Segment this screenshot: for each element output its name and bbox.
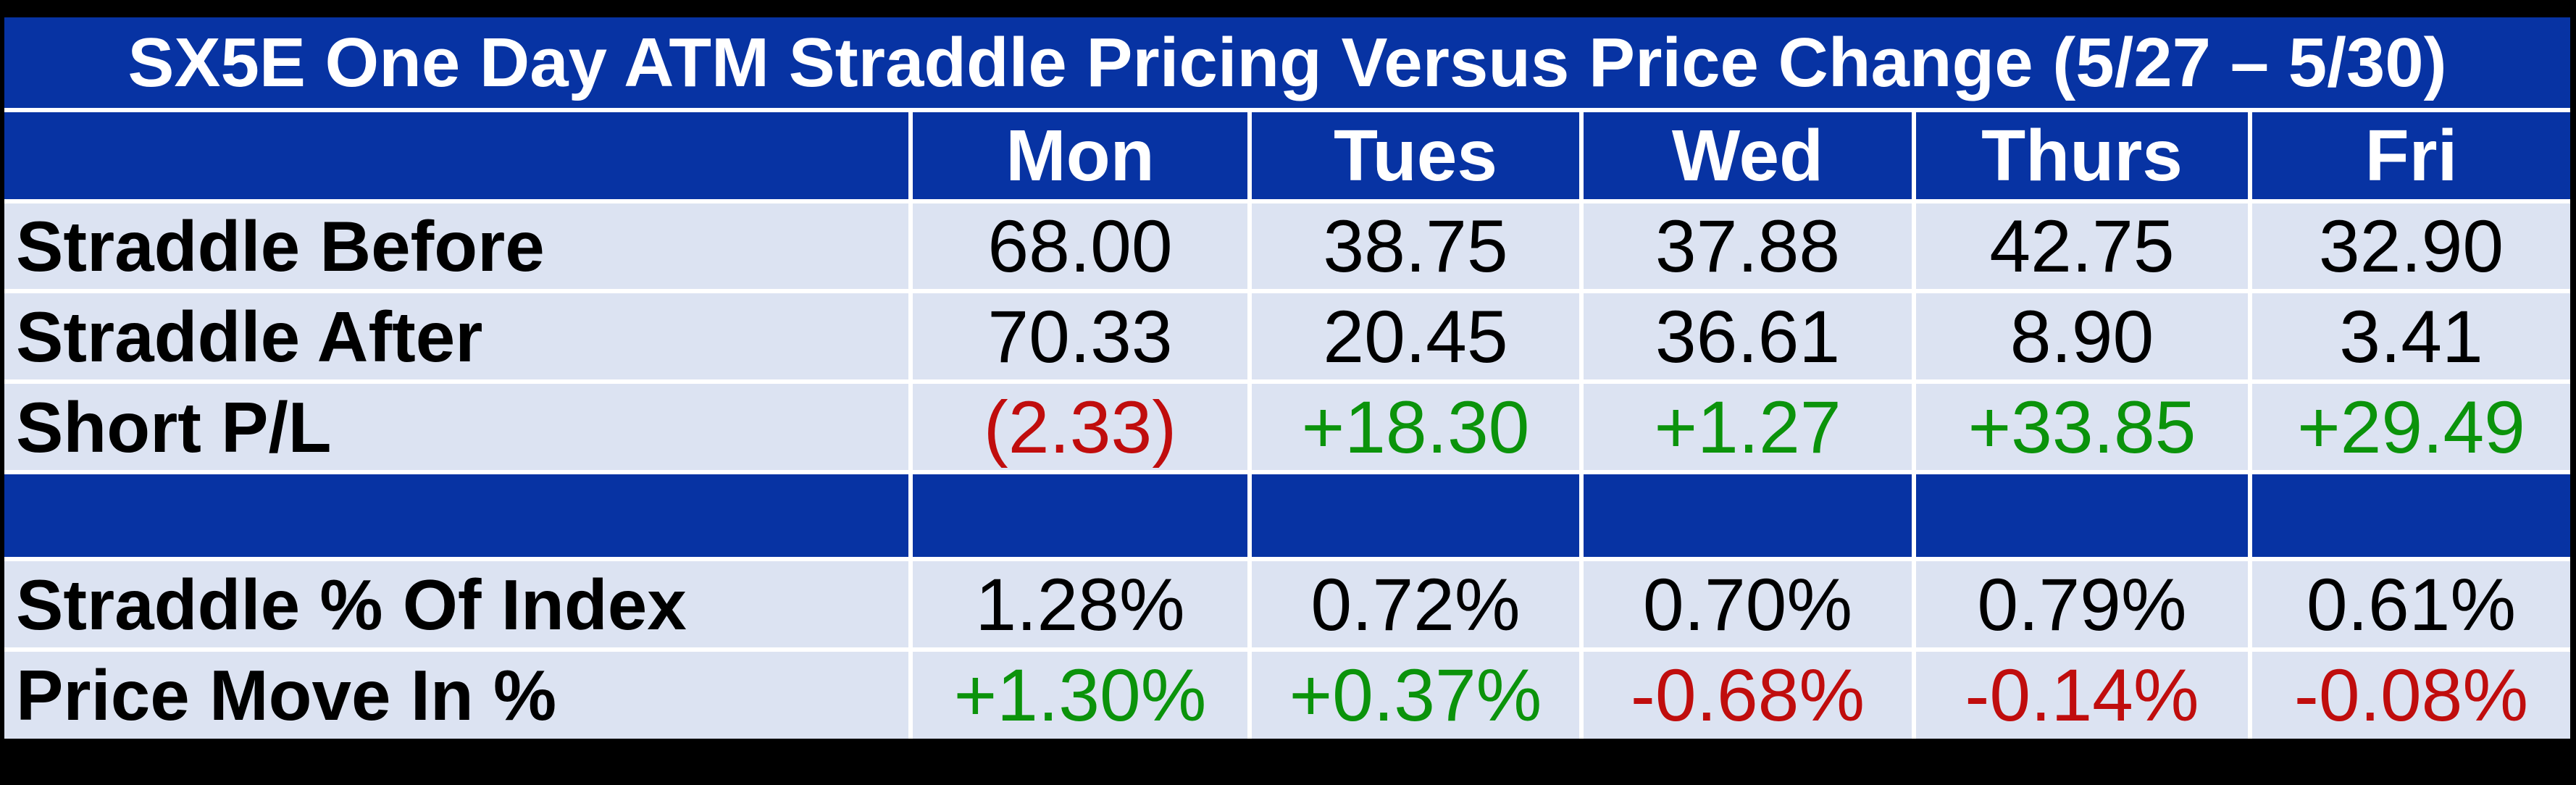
- price-move-mon-value: +1.30%: [913, 652, 1247, 739]
- short-pl-thurs-value: +33.85: [1916, 384, 2248, 470]
- straddle-after-wed-value: 36.61: [1584, 293, 1912, 379]
- col-header-thurs: Thurs: [1916, 112, 2248, 199]
- price-move-thurs-value: -0.14%: [1916, 652, 2248, 739]
- row-label-short-pl: Short P/L: [4, 384, 908, 470]
- straddle-pct-fri-value: 0.61%: [2252, 561, 2570, 647]
- straddle-pct-mon-value: 1.28%: [913, 561, 1247, 647]
- separator-cell-label: [4, 474, 908, 557]
- straddle-after-mon-value: 70.33: [913, 293, 1247, 379]
- separator-cell-fri: [2252, 474, 2570, 557]
- separator-cell-thurs: [1916, 474, 2248, 557]
- col-header-tues: Tues: [1252, 112, 1579, 199]
- price-move-wed-value: -0.68%: [1584, 652, 1912, 739]
- col-header-wed: Wed: [1584, 112, 1912, 199]
- col-header-fri: Fri: [2252, 112, 2570, 199]
- straddle-before-tues-value: 38.75: [1252, 203, 1579, 289]
- separator-cell-tues: [1252, 474, 1579, 557]
- corner-cell: [4, 112, 908, 199]
- short-pl-wed-value: +1.27: [1584, 384, 1912, 470]
- straddle-pct-thurs-value: 0.79%: [1916, 561, 2248, 647]
- straddle-after-thurs-value: 8.90: [1916, 293, 2248, 379]
- separator-cell-mon: [913, 474, 1247, 557]
- price-move-tues-value: +0.37%: [1252, 652, 1579, 739]
- row-label-straddle-pct-of-index: Straddle % Of Index: [4, 561, 908, 647]
- straddle-after-tues-value: 20.45: [1252, 293, 1579, 379]
- separator-cell-wed: [1584, 474, 1912, 557]
- straddle-before-fri-value: 32.90: [2252, 203, 2570, 289]
- straddle-pct-tues-value: 0.72%: [1252, 561, 1579, 647]
- row-label-straddle-after: Straddle After: [4, 293, 908, 379]
- row-label-straddle-before: Straddle Before: [4, 203, 908, 289]
- short-pl-tues-value: +18.30: [1252, 384, 1579, 470]
- straddle-before-wed-value: 37.88: [1584, 203, 1912, 289]
- straddle-before-thurs-value: 42.75: [1916, 203, 2248, 289]
- straddle-pricing-table: SX5E One Day ATM Straddle Pricing Versus…: [4, 17, 2570, 739]
- row-label-price-move-in-pct: Price Move In %: [4, 652, 908, 739]
- table-title: SX5E One Day ATM Straddle Pricing Versus…: [4, 17, 2570, 108]
- straddle-pct-wed-value: 0.70%: [1584, 561, 1912, 647]
- straddle-after-fri-value: 3.41: [2252, 293, 2570, 379]
- price-move-fri-value: -0.08%: [2252, 652, 2570, 739]
- straddle-before-mon-value: 68.00: [913, 203, 1247, 289]
- col-header-mon: Mon: [913, 112, 1247, 199]
- short-pl-fri-value: +29.49: [2252, 384, 2570, 470]
- short-pl-mon-value: (2.33): [913, 384, 1247, 470]
